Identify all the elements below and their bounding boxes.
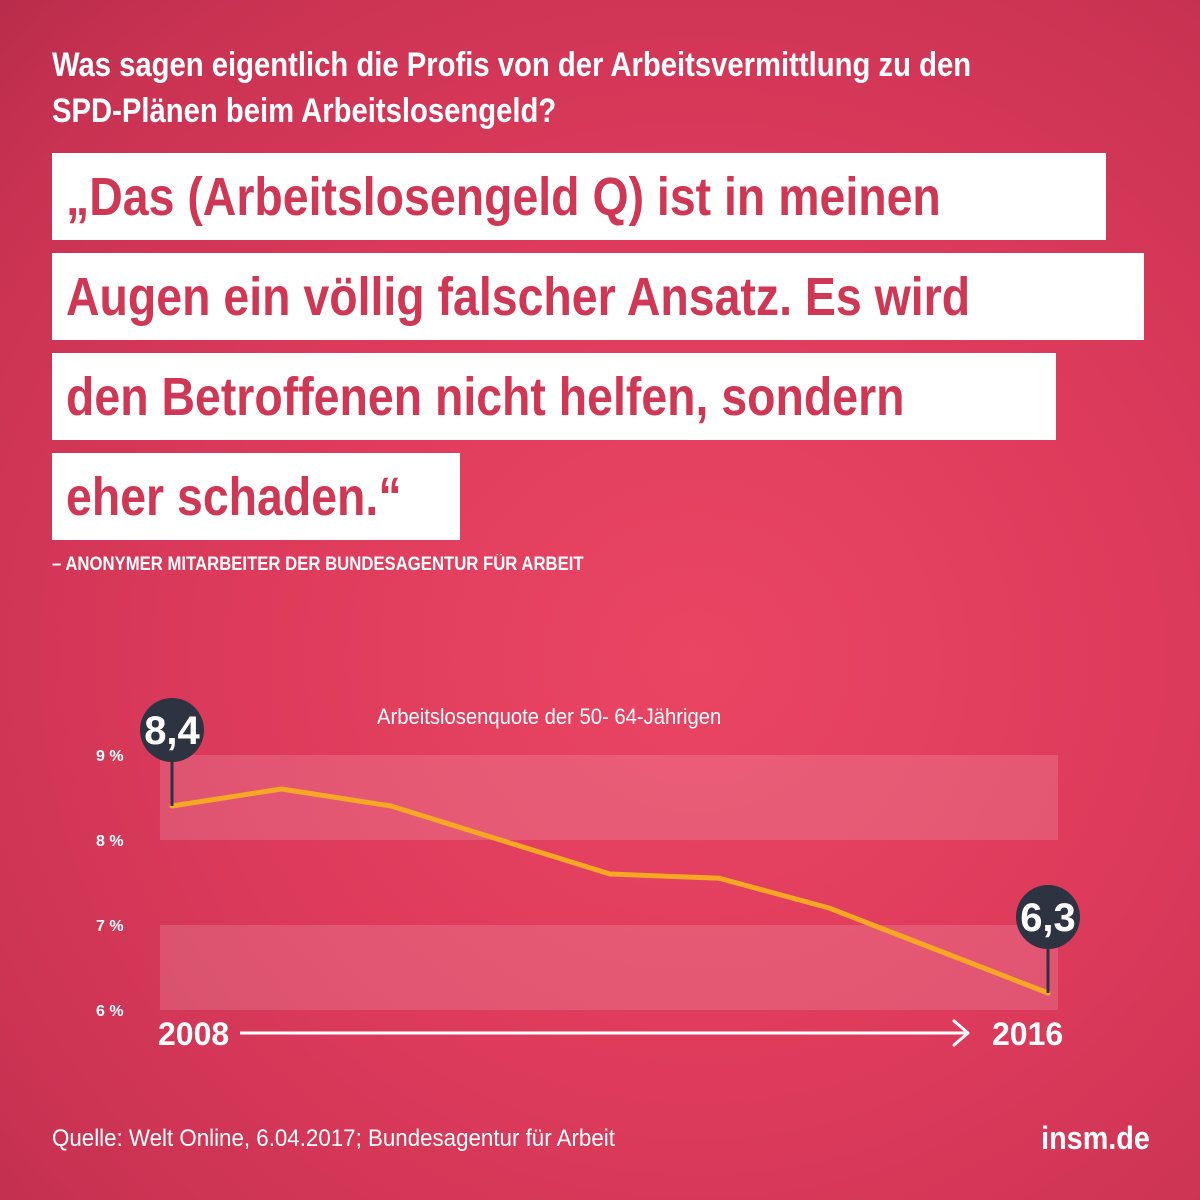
quote-line-2-text: Augen ein völlig falscher Ansatz. Es wir… — [66, 266, 971, 327]
chart-band-1 — [160, 755, 1058, 840]
data-point — [388, 803, 394, 809]
chart-band-2 — [160, 925, 1058, 1010]
quote-line-3-text: den Betroffenen nicht helfen, sondern — [66, 366, 905, 427]
callouts: 8,4 6,3 — [140, 698, 1080, 993]
x-label-end: 2016 — [992, 1016, 1063, 1052]
x-axis-arrow-head — [952, 1019, 970, 1047]
quote-line-1-text: „Das (Arbeitslosengeld Q) ist in meinen — [66, 166, 941, 227]
chart-title: Arbeitslosenquote der 50- 64-Jährigen — [377, 704, 722, 729]
quote-attribution: – ANONYMER MITARBEITER DER BUNDESAGENTUR… — [52, 554, 584, 575]
callout-bubble — [1016, 885, 1080, 949]
y-tick-label: 7 % — [96, 918, 124, 935]
chart-bands — [160, 755, 1058, 1010]
y-tick-label: 8 % — [96, 833, 124, 850]
source-note: Quelle: Welt Online, 6.04.2017; Bundesag… — [52, 1125, 615, 1152]
series-line-group — [169, 786, 1051, 996]
quote-line-4-text: eher schaden.“ — [66, 466, 402, 527]
headline-line-2: SPD-Plänen beim Arbeitslosengeld? — [52, 92, 557, 130]
callout-label: 6,3 — [1020, 896, 1076, 940]
brand-link[interactable]: insm.de — [1041, 1120, 1150, 1156]
quote-line-4: eher schaden.“ — [52, 453, 460, 540]
headline: Was sagen eigentlich die Profis von der … — [52, 42, 998, 134]
data-point — [279, 786, 284, 792]
y-axis-ticks: 6 % 7 % 8 % 9 % — [96, 748, 124, 1020]
y-tick-label: 9 % — [96, 748, 124, 765]
callout-bubble — [140, 698, 204, 762]
data-point — [936, 948, 941, 953]
quote-line-3: den Betroffenen nicht helfen, sondern — [52, 353, 1056, 440]
quote-line-2: Augen ein völlig falscher Ansatz. Es wir… — [52, 253, 1144, 340]
x-axis: 2008 2016 — [158, 1016, 1063, 1052]
headline-line-1: Was sagen eigentlich die Profis von der … — [52, 46, 972, 84]
quote-line-1: „Das (Arbeitslosengeld Q) ist in meinen — [52, 153, 1106, 240]
data-point — [607, 871, 613, 877]
data-point — [826, 905, 832, 911]
data-point — [498, 837, 503, 843]
data-point — [717, 875, 722, 881]
callout-label: 8,4 — [144, 709, 200, 753]
y-tick-label: 6 % — [96, 1003, 124, 1020]
x-label-start: 2008 — [158, 1016, 229, 1052]
